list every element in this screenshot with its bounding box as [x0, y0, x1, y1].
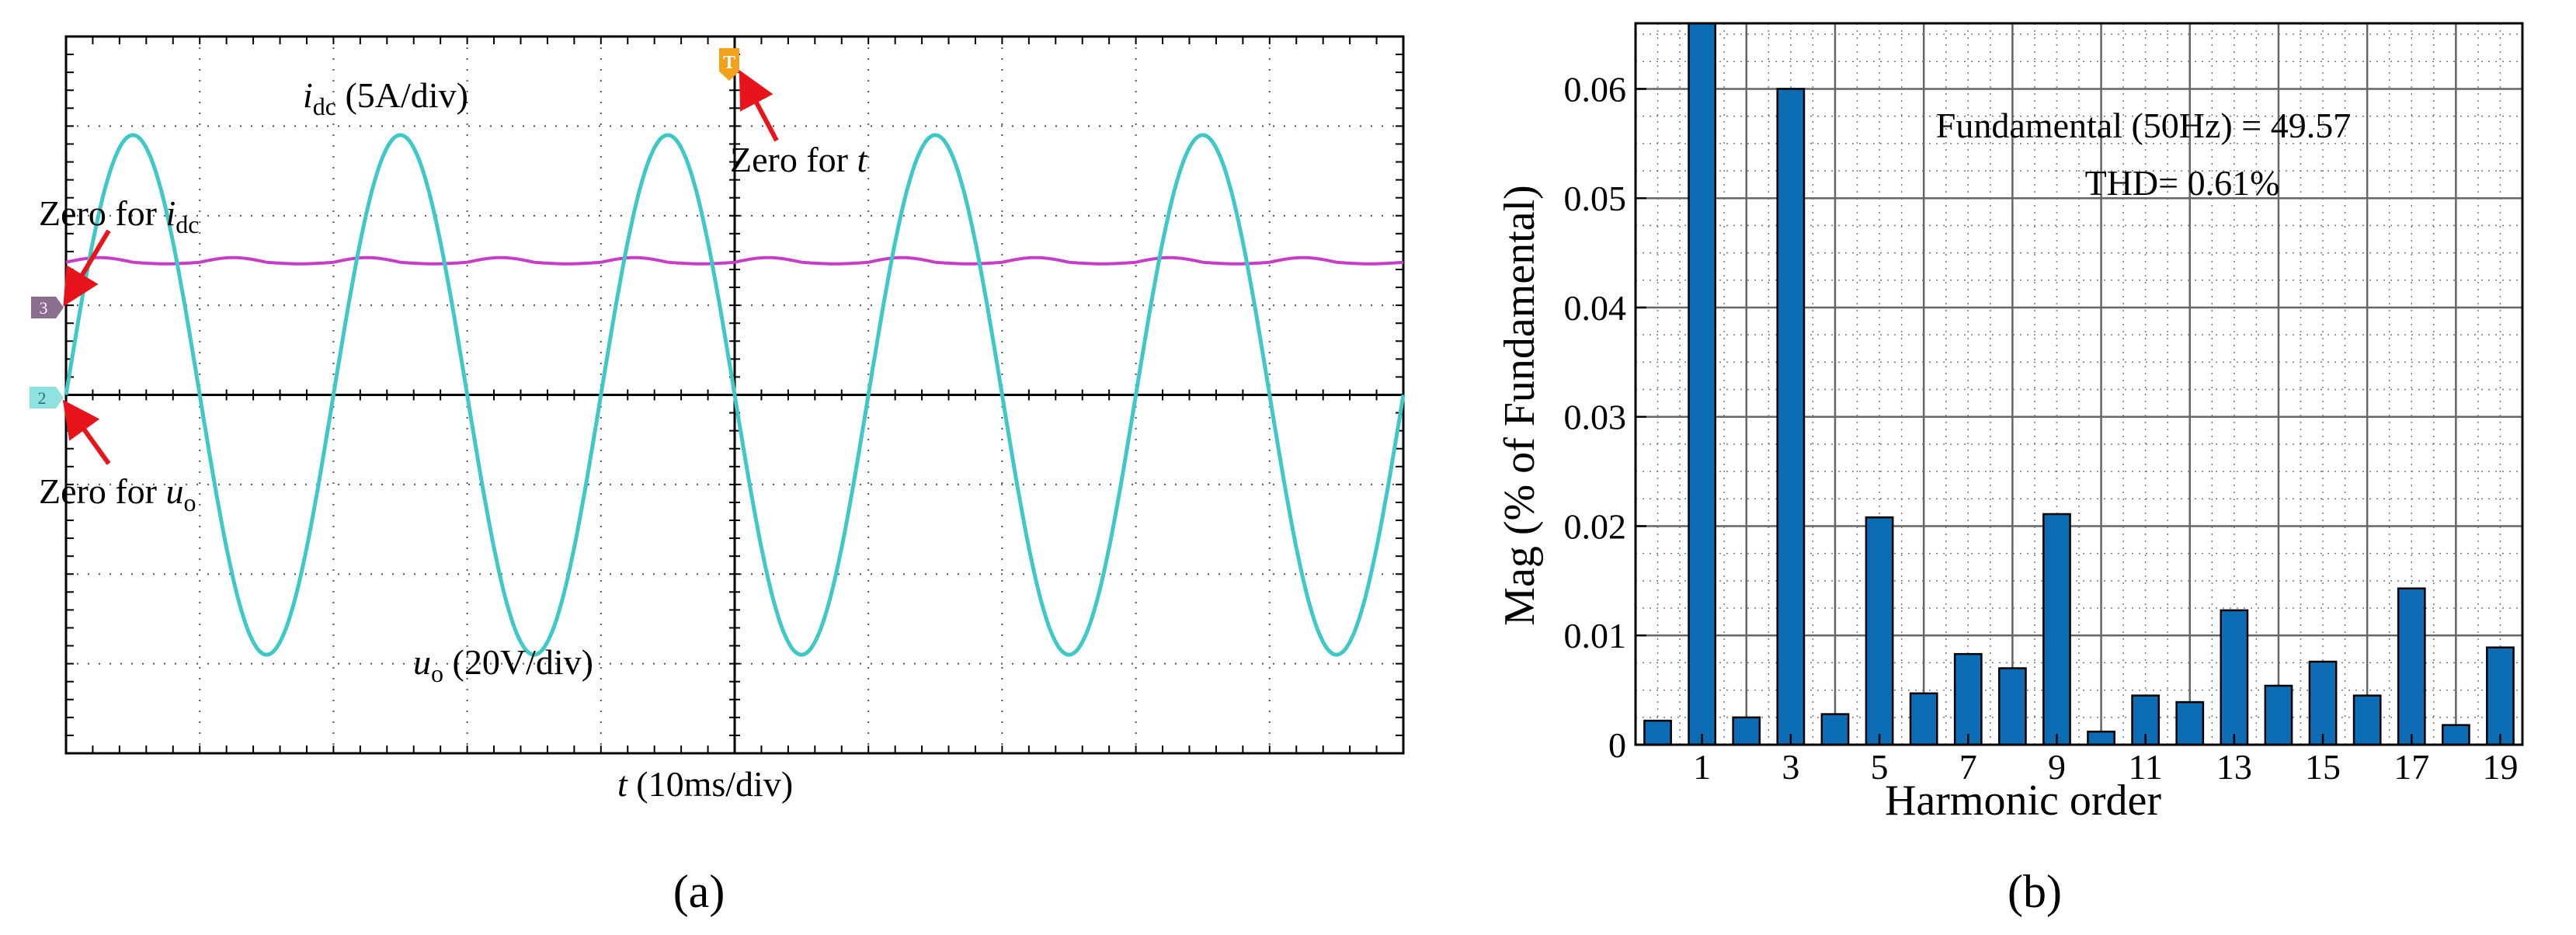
- bar-harmonic-1: [1688, 22, 1717, 746]
- channel-3-marker-label: 3: [40, 298, 48, 318]
- x-tick-label: 5: [1871, 747, 1889, 787]
- bar-chart-axes: 00.010.020.030.040.050.061 3 5 7 9 11 13 15 17 19: [1564, 22, 2524, 787]
- uo-scale-label: uo (20V/div): [413, 642, 593, 687]
- bar-harmonic-13: [2220, 609, 2249, 746]
- x-tick-label: 19: [2482, 747, 2518, 787]
- x-tick-label: 7: [1959, 747, 1977, 787]
- bar-harmonic-18: [2441, 724, 2470, 746]
- bar-harmonic-6: [1909, 692, 1938, 746]
- bar-harmonic-5: [1865, 516, 1894, 746]
- bar-harmonic-4: [1820, 713, 1850, 746]
- bar-harmonic-19: [2486, 646, 2515, 746]
- bar-harmonic-8: [1997, 667, 2027, 746]
- trigger-marker-label: T: [723, 53, 735, 73]
- bar-harmonic-0: [1643, 719, 1672, 746]
- trigger-marker-icon: T: [719, 48, 739, 81]
- scope-grid: [65, 36, 1404, 754]
- y-tick-label: 0.04: [1564, 288, 1627, 328]
- y-tick-label: 0.03: [1564, 398, 1627, 437]
- x-tick-label: 15: [2305, 747, 2341, 787]
- zero-uo-label: Zero for uo: [39, 471, 196, 516]
- x-tick-label: 13: [2216, 747, 2252, 787]
- thd-annotation: THD= 0.61%: [2085, 163, 2280, 203]
- panel-a-label: (a): [673, 866, 725, 917]
- uo-trace: [64, 133, 1406, 657]
- y-tick-label: 0.01: [1564, 616, 1627, 655]
- y-tick-label: 0.05: [1564, 179, 1627, 218]
- bar-harmonic-15: [2308, 660, 2338, 746]
- zero-t-arrow: [739, 70, 779, 142]
- fundamental-annotation: Fundamental (50Hz) = 49.57: [1936, 106, 2351, 145]
- x-tick-label: 3: [1782, 747, 1799, 787]
- channel-3-marker-icon: 3: [31, 297, 64, 318]
- bar-harmonic-14: [2264, 684, 2293, 746]
- panel-b-label: (b): [2008, 866, 2062, 917]
- zero-uo-arrow: [62, 399, 111, 465]
- channel-2-marker-icon: 2: [30, 387, 64, 408]
- bar-harmonic-17: [2397, 587, 2426, 746]
- bar-plot-frame: [1634, 22, 2524, 746]
- bar-harmonic-12: [2175, 700, 2205, 746]
- x-tick-label: 11: [2129, 747, 2163, 787]
- channel-2-marker-label: 2: [38, 388, 47, 408]
- x-tick-label: 17: [2393, 747, 2429, 787]
- zero-t-label: Zero for t: [730, 140, 867, 179]
- bar-harmonic-10: [2087, 730, 2115, 746]
- y-tick-label: 0.02: [1564, 506, 1627, 546]
- time-scale-label: t (10ms/div): [617, 764, 793, 804]
- y-tick-label: 0.06: [1564, 69, 1627, 109]
- y-axis-label: Mag (% of Fundamental): [1496, 185, 1544, 626]
- bar-harmonic-7: [1953, 652, 1983, 746]
- bar-harmonic-16: [2352, 694, 2382, 746]
- bar-harmonic-2: [1732, 716, 1761, 746]
- x-tick-label: 1: [1693, 747, 1711, 787]
- zero-idc-arrow: [63, 229, 111, 307]
- zero-idc-label: Zero for idc: [39, 193, 199, 238]
- x-axis-label: Harmonic order: [1885, 777, 2161, 825]
- idc-scale-label: idc (5A/div): [303, 75, 468, 120]
- harmonic-spectrum-panel: 00.010.020.030.040.050.061 3 5 7 9 11 13 15 17 19…: [1496, 22, 2524, 917]
- bar-harmonic-9: [2042, 513, 2071, 746]
- x-tick-label: 9: [2048, 747, 2066, 787]
- idc-trace: [65, 255, 1404, 266]
- oscilloscope-panel: T 3 2 idc (5A/div) Zero for t Zero for i…: [30, 35, 1406, 917]
- bar-harmonic-3: [1776, 88, 1806, 746]
- y-tick-label: 0: [1608, 725, 1626, 765]
